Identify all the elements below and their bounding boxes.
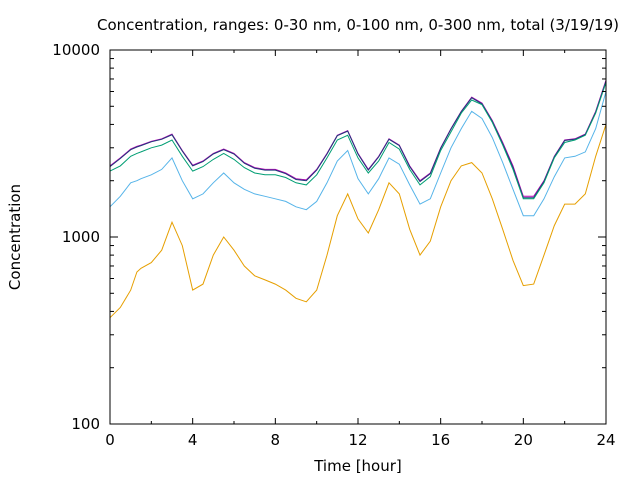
series-line-2 <box>109 81 607 199</box>
y-axis-label: Concentration <box>6 184 24 290</box>
x-axis-label: Time [hour] <box>313 457 402 475</box>
series-line-4 <box>109 91 607 217</box>
y-tick-label: 100 <box>71 415 100 433</box>
chart-title: Concentration, ranges: 0-30 nm, 0-100 nm… <box>97 16 619 34</box>
x-tick-label: 24 <box>596 431 615 449</box>
y-tick-label: 10000 <box>52 41 100 59</box>
x-tick-label: 16 <box>431 431 450 449</box>
x-tick-label: 4 <box>188 431 198 449</box>
series-line-3 <box>109 82 607 200</box>
x-axis: 0 4 8 12 16 20 24 <box>105 50 616 449</box>
x-tick-label: 20 <box>514 431 533 449</box>
x-tick-label: 12 <box>348 431 367 449</box>
x-tick-label: 8 <box>271 431 281 449</box>
plot-frame <box>109 49 607 425</box>
y-axis: 100 1000 10000 <box>52 41 606 433</box>
series-line-5 <box>109 124 607 319</box>
x-tick-label: 0 <box>105 431 115 449</box>
y-tick-label: 1000 <box>62 228 100 246</box>
series-layer <box>109 79 607 319</box>
